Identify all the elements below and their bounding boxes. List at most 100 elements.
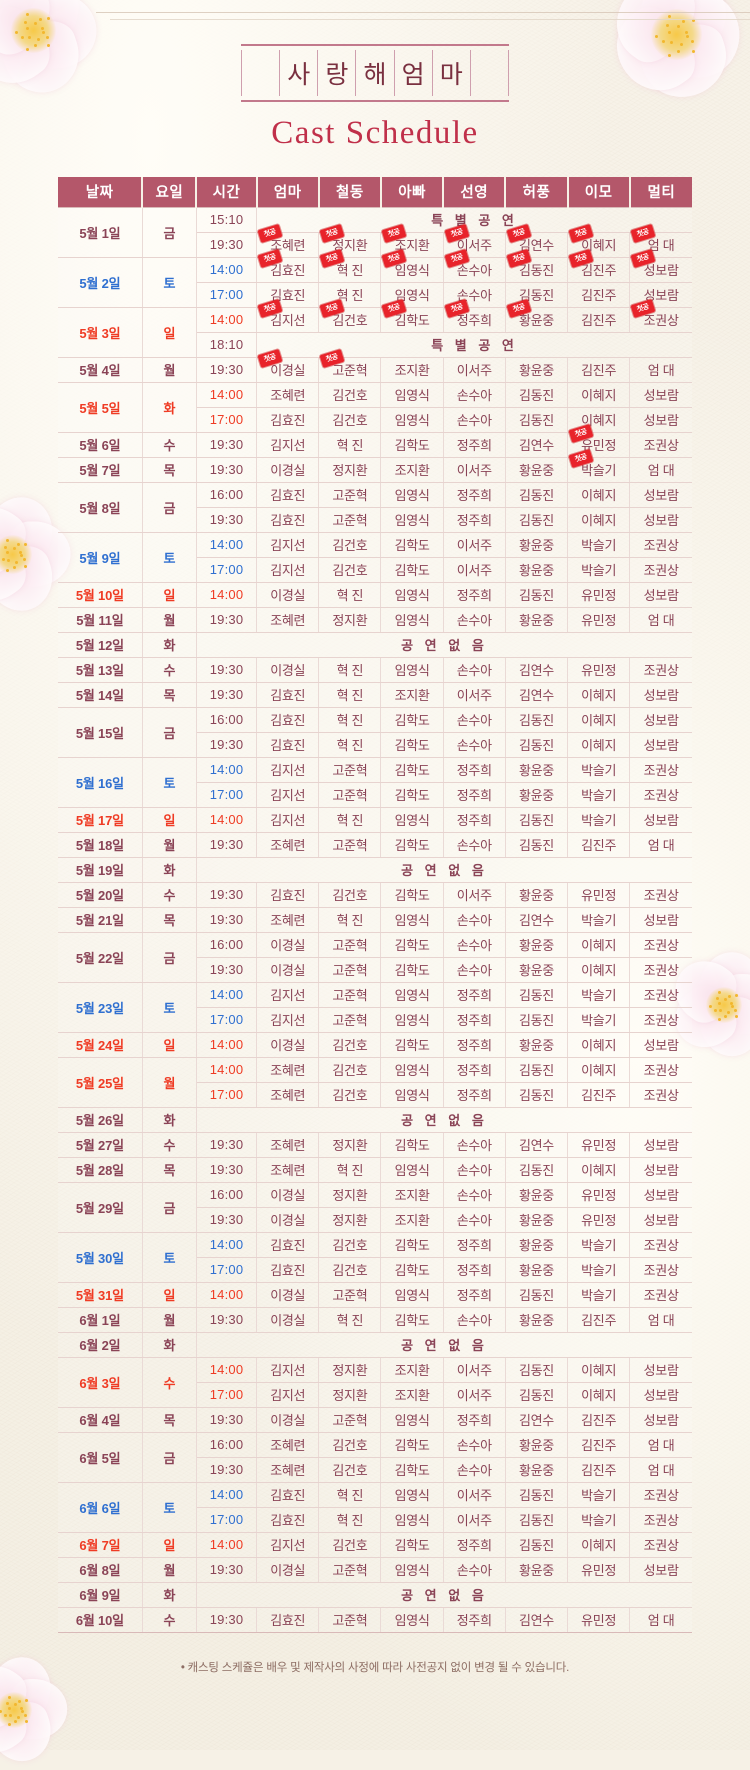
cell-cast-엄마: 이경실 [256,1207,320,1233]
cast-name: 성보람 [643,1563,679,1578]
cell-cast-엄마: 이경실 [256,456,320,483]
cast-name: 이경실 [270,363,306,378]
cell-cast-철동: 혁 진 [318,1306,382,1333]
cell-weekday: 금 [142,1181,197,1233]
cell-cast-엄마: 김효진 [256,681,320,708]
cell-cast-이모: 유민정 [567,1131,631,1158]
cell-date: 5월 8일 [58,481,143,533]
cast-name: 이혜지 [581,713,617,728]
cell-cast-멀티: 조권상 [629,1007,692,1033]
cast-name: 성보람 [643,713,679,728]
cast-name: 조권상 [643,313,679,328]
cast-name: 정지환 [332,613,368,628]
cell-cast-철동: 김건호 [318,1531,382,1558]
cell-cast-허풍: 김동진 [505,1007,569,1033]
cast-name: 조혜련 [270,613,306,628]
cell-time: 14:00 [196,1281,258,1308]
cell-cast-멀티: 엄 대 [629,356,692,383]
cell-cast-이모: 이혜지 [567,381,631,408]
cell-cast-철동: 고준혁 [318,1606,382,1633]
cell-cast-허풍: 김동진 [505,732,569,758]
cell-cast-허풍: 김연수 [505,1131,569,1158]
cast-name: 성보람 [643,688,679,703]
cell-cast-아빠: 첫공 김학도 [380,298,444,333]
cell-cast-허풍: 황윤중 [505,356,569,383]
cell-cast-허풍: 황윤중 [505,531,569,558]
cell-cast-엄마: 김지선 [256,782,320,808]
cell-cast-아빠: 임영식 [380,507,444,533]
cell-cast-멀티: 성보람 [629,1181,692,1208]
cell-cast-엄마: 김지선 [256,806,320,833]
cast-name: 임영식 [394,413,430,428]
cell-cast-아빠: 조지환 [380,1181,444,1208]
cast-name: 황윤중 [518,613,554,628]
cell-cast-멀티: 엄 대 [629,1457,692,1483]
cast-name: 혁 진 [336,1513,364,1528]
cast-name: 김학도 [394,838,430,853]
cast-name: 조혜련 [270,838,306,853]
cell-weekday: 목 [142,456,197,483]
cast-name: 김건호 [332,1063,368,1078]
cell-time: 19:30 [196,1556,258,1583]
cast-name: 고준혁 [332,1288,368,1303]
cell-cast-엄마: 이경실 [256,1281,320,1308]
cell-cast-허풍: 김동진 [505,1356,569,1383]
cast-name: 김건호 [332,1263,368,1278]
cast-name: 조혜련 [270,1163,306,1178]
cell-cast-이모: 박슬기 [567,1007,631,1033]
table-row: 17:00 김효진 김건호 김학도 정주희 황윤중 박슬기 조권상 [58,1257,692,1283]
table-row: 5월 9일 토 14:00 김지선 김건호 김학도 이서주 황윤중 박슬기 조권상 [58,531,692,583]
cell-cast-아빠: 임영식 [380,1481,444,1508]
cast-name: 박슬기 [581,1238,617,1253]
cell-cast-철동: 혁 진 [318,732,382,758]
cell-cast-아빠: 조지환 [380,1356,444,1383]
cast-name: 조권상 [643,788,679,803]
cell-cast-엄마: 김지선 [256,981,320,1008]
cast-name: 김학도 [394,1463,430,1478]
cell-cast-멀티: 첫공 성보람 [629,248,692,283]
cast-name: 김학도 [394,938,430,953]
cell-cast-철동: 고준혁 [318,756,382,783]
cell-cast-멀티: 엄 대 [629,456,692,483]
cast-name: 성보람 [643,1038,679,1053]
cast-name: 성보람 [643,1138,679,1153]
cell-cast-엄마: 조혜련 [256,606,320,633]
cell-weekday: 수 [142,1356,197,1408]
cell-cast-선영: 정주희 [443,581,506,608]
cell-cast-허풍: 김연수 [505,906,569,933]
cast-name: 정지환 [332,238,368,253]
cell-time: 19:30 [196,656,258,683]
cell-cast-멀티: 조권상 [629,1056,692,1083]
cast-name: 손수아 [456,1138,492,1153]
cast-name: 이경실 [270,1288,306,1303]
table-row: 5월 11일 월 19:30 조혜련 정지환 임영식 손수아 황윤중 유민정 엄 대 [58,606,692,633]
cell-cast-이모: 이혜지 [567,1156,631,1183]
cast-name: 유민정 [581,1613,617,1628]
cell-cast-멀티: 조권상 [629,1082,692,1108]
cell-cast-아빠: 임영식 [380,407,444,433]
table-row: 5월 16일 토 14:00 김지선 고준혁 김학도 정주희 황윤중 박슬기 조권상 [58,756,692,808]
cell-time: 16:00 [196,481,258,508]
cell-time: 14:00 [196,581,258,608]
cast-name: 조권상 [643,988,679,1003]
cast-name: 김진주 [581,363,617,378]
cell-cast-멀티: 엄 대 [629,1606,692,1633]
cell-cast-아빠: 김학도 [380,1531,444,1558]
cell-cast-엄마: 김지선 [256,1356,320,1383]
cast-name: 고준혁 [332,1013,368,1028]
cast-name: 정주희 [456,513,492,528]
cell-time: 14:00 [196,1356,258,1383]
cell-cast-아빠: 김학도 [380,1031,444,1058]
cast-name: 임영식 [394,1288,430,1303]
cell-cast-엄마: 이경실 [256,656,320,683]
cell-cast-허풍: 김동진 [505,806,569,833]
cell-cast-허풍: 김동진 [505,1056,569,1083]
cell-weekday: 금 [142,481,197,533]
cell-weekday: 목 [142,681,197,708]
cast-name: 성보람 [643,488,679,503]
cast-name: 정주희 [456,763,492,778]
cell-date: 5월 3일 [58,306,143,358]
cast-name: 조권상 [643,1063,679,1078]
cell-weekday: 일 [142,1281,197,1308]
cast-name: 김건호 [332,538,368,553]
